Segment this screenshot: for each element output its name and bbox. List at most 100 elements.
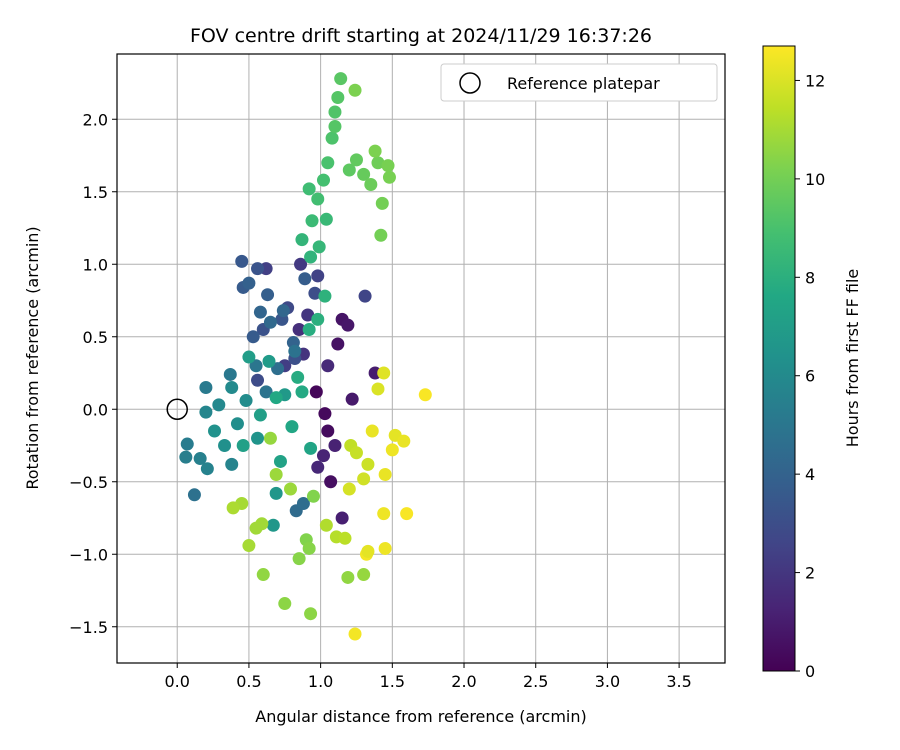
scatter-point bbox=[318, 407, 332, 421]
scatter-point bbox=[319, 212, 333, 226]
y-tick-label: 2.0 bbox=[83, 110, 108, 129]
scatter-point bbox=[318, 289, 332, 303]
scatter-point bbox=[304, 441, 318, 455]
scatter-point bbox=[242, 276, 256, 290]
scatter-point bbox=[235, 254, 249, 268]
scatter-point bbox=[321, 156, 335, 170]
y-tick-label: 0.5 bbox=[83, 328, 108, 347]
scatter-point bbox=[349, 446, 363, 460]
scatter-point bbox=[365, 424, 379, 438]
scatter-point bbox=[309, 385, 323, 399]
scatter-point bbox=[349, 153, 363, 167]
scatter-point bbox=[251, 373, 265, 387]
x-tick-label: 2.0 bbox=[451, 672, 476, 691]
scatter-point bbox=[246, 330, 260, 344]
scatter-point bbox=[321, 424, 335, 438]
x-tick-label: 0.0 bbox=[164, 672, 189, 691]
scatter-point bbox=[292, 552, 306, 566]
scatter-point bbox=[374, 228, 388, 242]
scatter-point bbox=[342, 482, 356, 496]
scatter-point bbox=[377, 507, 391, 521]
scatter-point bbox=[302, 541, 316, 555]
scatter-point bbox=[259, 385, 273, 399]
scatter-point bbox=[249, 359, 263, 373]
y-tick-label: 0.0 bbox=[83, 400, 108, 419]
scatter-point bbox=[345, 392, 359, 406]
y-axis-label: Rotation from reference (arcmin) bbox=[23, 226, 42, 489]
scatter-point bbox=[418, 388, 432, 402]
y-tick-label: 1.5 bbox=[83, 183, 108, 202]
legend: Reference platepar bbox=[440, 63, 718, 102]
x-tick-label: 2.5 bbox=[523, 672, 548, 691]
scatter-point bbox=[284, 482, 298, 496]
scatter-point bbox=[377, 366, 391, 380]
scatter-point bbox=[212, 398, 226, 412]
scatter-point bbox=[269, 486, 283, 500]
scatter-point bbox=[226, 501, 240, 515]
legend-marker bbox=[459, 72, 481, 94]
y-tick-label: 1.0 bbox=[83, 255, 108, 274]
scatter-point bbox=[342, 163, 356, 177]
scatter-point bbox=[251, 431, 265, 445]
scatter-point bbox=[311, 269, 325, 283]
x-tick-label: 3.5 bbox=[666, 672, 691, 691]
scatter-point bbox=[304, 607, 318, 621]
scatter-point bbox=[316, 449, 330, 463]
y-tick-label: −1.0 bbox=[69, 545, 108, 564]
y-tick-label: −0.5 bbox=[69, 473, 108, 492]
x-tick-label: 1.5 bbox=[380, 672, 405, 691]
scatter-point bbox=[276, 304, 290, 318]
x-axis-label: Angular distance from reference (arcmin) bbox=[255, 707, 586, 726]
scatter-point bbox=[308, 286, 322, 300]
colorbar-label: Hours from first FF file bbox=[843, 269, 862, 448]
scatter-point bbox=[269, 468, 283, 481]
legend-box bbox=[440, 63, 718, 102]
scatter-point bbox=[357, 568, 371, 582]
scatter-point bbox=[295, 233, 309, 247]
scatter-point bbox=[269, 391, 283, 405]
scatter-point bbox=[341, 318, 355, 332]
colorbar-tick-label: 8 bbox=[805, 268, 815, 287]
scatter-point bbox=[262, 354, 276, 368]
scatter-point bbox=[316, 173, 330, 187]
colorbar-ticks: 0 2 4 6 8 10 12 bbox=[795, 71, 825, 681]
scatter-point bbox=[251, 262, 265, 276]
scatter-point bbox=[378, 541, 392, 555]
scatter-point bbox=[328, 120, 342, 133]
scatter-point bbox=[263, 315, 277, 329]
scatter-point bbox=[338, 531, 352, 545]
scatter-point bbox=[249, 521, 263, 535]
scatter-point bbox=[304, 250, 318, 264]
scatter-point bbox=[334, 72, 348, 86]
scatter-point bbox=[364, 178, 378, 191]
scatter-point bbox=[397, 434, 411, 448]
scatter-point bbox=[357, 472, 371, 486]
scatter-point bbox=[306, 489, 320, 503]
x-axis: 0.0 0.5 1.0 1.5 2.0 2.5 3.0 3.5 bbox=[164, 663, 692, 691]
colorbar-tick-label: 0 bbox=[805, 662, 815, 681]
y-axis: −1.5 −1.0 −0.5 0.0 0.5 1.0 1.5 2.0 bbox=[69, 110, 117, 637]
colorbar-tick-label: 4 bbox=[805, 465, 815, 484]
scatter-point bbox=[361, 457, 375, 471]
scatter-point bbox=[328, 439, 342, 452]
scatter-point bbox=[348, 627, 362, 641]
scatter-point bbox=[302, 182, 316, 196]
plot-frame bbox=[116, 53, 726, 664]
scatter-point bbox=[385, 443, 399, 457]
scatter-point bbox=[328, 105, 342, 119]
scatter-point bbox=[312, 240, 326, 254]
scatter-point bbox=[321, 359, 335, 373]
scatter-point bbox=[193, 452, 207, 466]
scatter-point bbox=[319, 518, 333, 532]
scatter-point bbox=[271, 362, 285, 376]
x-tick-label: 3.0 bbox=[595, 672, 620, 691]
scatter-point bbox=[225, 381, 239, 394]
scatter-point bbox=[378, 468, 392, 481]
scatter-point bbox=[305, 214, 319, 228]
x-tick-label: 0.5 bbox=[236, 672, 261, 691]
scatter-point bbox=[200, 462, 214, 476]
scatter-point bbox=[296, 497, 310, 510]
scatter-point bbox=[288, 344, 302, 358]
scatter-point bbox=[225, 457, 239, 471]
scatter-point bbox=[242, 350, 256, 364]
